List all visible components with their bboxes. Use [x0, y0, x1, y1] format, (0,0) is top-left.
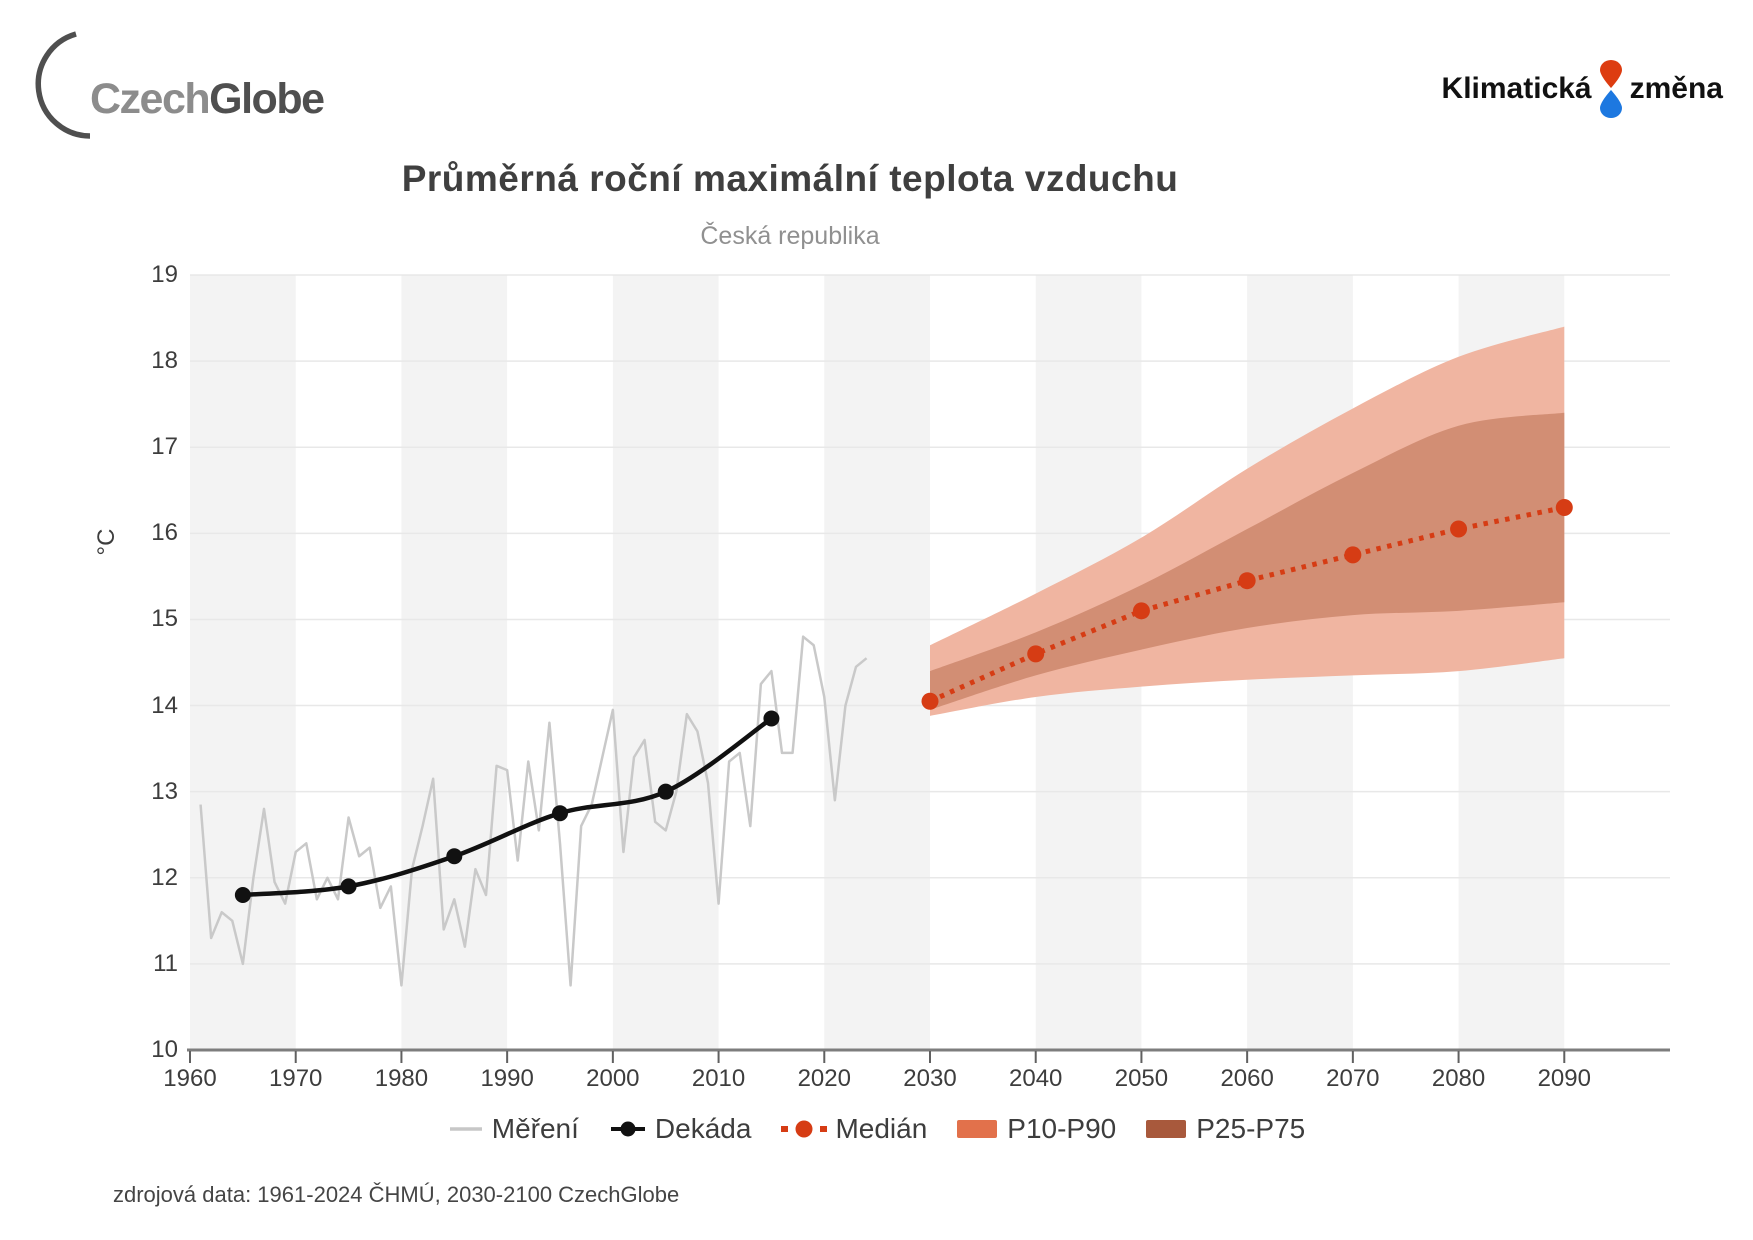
y-tick-label: 14 [151, 691, 178, 719]
gray-line-swatch-icon [449, 1127, 482, 1131]
black-line-dot-swatch-icon [610, 1121, 645, 1137]
y-tick-label: 10 [151, 1036, 178, 1063]
red-dash-dot-swatch-icon [781, 1120, 828, 1138]
x-tick-label: 1990 [480, 1065, 534, 1092]
x-tick-label: 2060 [1220, 1065, 1274, 1092]
legend-item-median: Medián [781, 1113, 927, 1145]
x-tick-label: 2030 [903, 1065, 957, 1092]
legend: Měření Dekáda Medián P10-P90 [0, 1113, 1753, 1145]
legend-item-mereni: Měření [448, 1113, 579, 1145]
x-tick-label: 1970 [269, 1065, 323, 1092]
source-note: zdrojová data: 1961-2024 ČHMÚ, 2030-2100… [113, 1182, 680, 1207]
x-tick-label: 2090 [1537, 1065, 1591, 1092]
czechglobe-logo-text-globe: Globe [209, 75, 325, 123]
x-axis [187, 1048, 1670, 1063]
legend-item-p25-p75: P25-P75 [1146, 1113, 1305, 1145]
x-tick-label: 2070 [1326, 1065, 1380, 1092]
legend-label: P25-P75 [1196, 1113, 1306, 1144]
legend-label: Medián [835, 1113, 928, 1144]
legend-label: Dekáda [654, 1113, 752, 1144]
legend-label: P10-P90 [1007, 1113, 1117, 1144]
x-tick-label: 2080 [1431, 1065, 1486, 1092]
y-tick-label: 12 [151, 863, 178, 891]
czechglobe-logo-text-czech: Czech [90, 75, 211, 123]
y-tick-label: 18 [151, 347, 178, 375]
y-tick-label: 15 [151, 605, 178, 633]
x-tick-label: 1960 [163, 1065, 217, 1092]
projection-bands [930, 326, 1565, 716]
czechglobe-logo-text: CzechGlobe [90, 75, 325, 123]
page-subtitle: Česká republika [700, 222, 880, 250]
czechglobe-arc-icon [35, 31, 91, 139]
zmena-word: změna [1629, 72, 1723, 105]
x-tick-label: 2040 [1009, 1065, 1063, 1092]
x-tick-label: 2000 [586, 1065, 640, 1092]
series-lines [199, 499, 1573, 987]
x-tick-label: 1980 [374, 1065, 429, 1092]
y-tick-label: 13 [151, 777, 178, 805]
p25-p75-swatch-icon [1146, 1120, 1187, 1138]
x-tick-label: 2020 [797, 1065, 851, 1092]
legend-label: Měření [491, 1113, 579, 1144]
y-tick-label: 19 [151, 261, 178, 288]
klimaticka-word: Klimatická [1441, 72, 1592, 105]
x-tick-label: 2050 [1114, 1065, 1169, 1092]
p10-p90-swatch-icon [957, 1120, 998, 1138]
legend-item-p10-p90: P10-P90 [957, 1113, 1116, 1145]
czechglobe-logo: CzechGlobe [20, 20, 340, 150]
y-tick-label: 11 [153, 949, 178, 977]
droplets-icon [1599, 60, 1622, 118]
klimaticka-zmena-logo: Klimatická změna [1442, 60, 1723, 118]
x-tick-label: 2010 [691, 1065, 746, 1092]
page-title: Průměrná roční maximální teplota vzduchu [401, 158, 1179, 199]
legend-item-dekada: Dekáda [609, 1113, 752, 1145]
y-axis-title: °C [93, 528, 120, 556]
y-tick-label: 17 [151, 433, 178, 461]
y-tick-label: 16 [151, 519, 178, 547]
